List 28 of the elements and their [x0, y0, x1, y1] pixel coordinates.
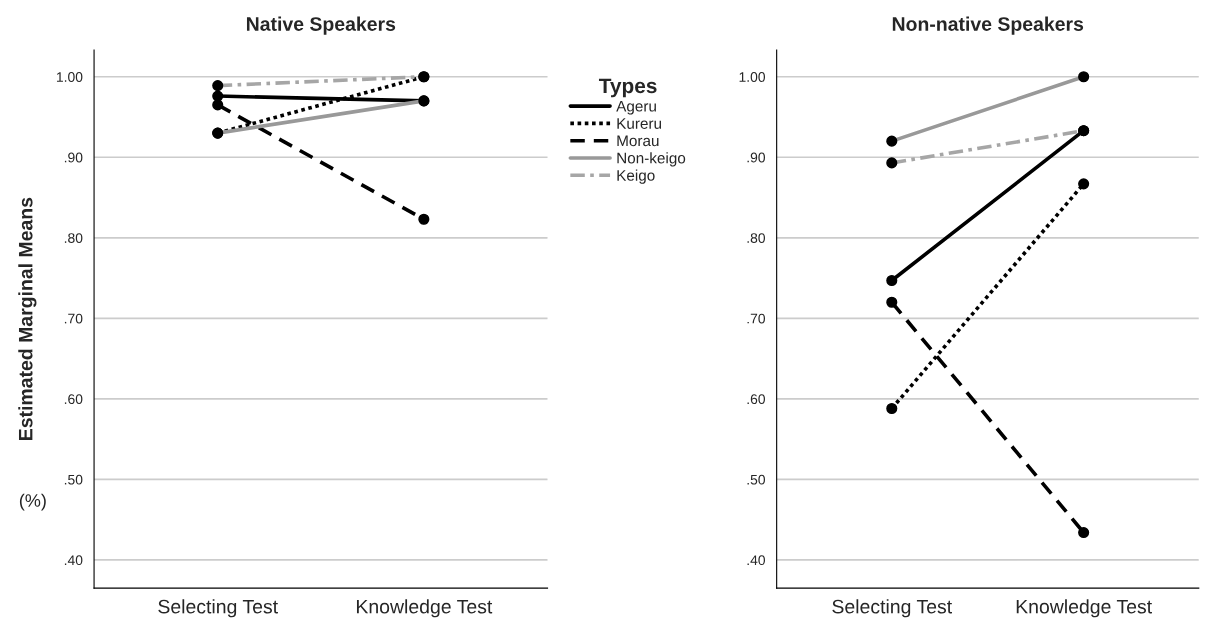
y-tick-label: .60 — [64, 394, 83, 405]
y-tick-label: .80 — [64, 233, 83, 243]
chart-title: Native Speakers — [246, 16, 396, 35]
y-tick-label: .90 — [747, 152, 766, 163]
y-tick-label: .50 — [747, 474, 766, 485]
y-tick-label: .80 — [747, 233, 766, 243]
legend-label: Ageru — [616, 100, 656, 115]
legend-label: Non-keigo — [617, 152, 686, 167]
x-tick-label: Knowledge Test — [1016, 599, 1152, 618]
chart-title: Non-native Speakers — [892, 16, 1084, 35]
legend-label: Morau — [617, 135, 659, 147]
text: (%) — [19, 493, 46, 511]
y-tick-label: .70 — [747, 313, 766, 324]
legend-title: Types — [598, 78, 657, 98]
legend-label: Kureru — [617, 118, 662, 129]
x-tick-label: Knowledge Test — [356, 599, 493, 618]
x-tick-label: Selecting Test — [832, 599, 952, 618]
y-tick-label: .90 — [64, 152, 83, 163]
x-tick-label: Selecting Test — [158, 599, 278, 618]
y-axis-title: Estimated Marginal Means — [18, 197, 37, 440]
y-tick-label: .60 — [747, 394, 766, 405]
y-tick-label: .70 — [64, 313, 83, 324]
legend-label: Keigo — [617, 169, 655, 184]
y-tick-label: .40 — [747, 555, 766, 566]
y-tick-label: 1.00 — [739, 72, 766, 82]
y-tick-label: .40 — [64, 555, 83, 566]
y-tick-label: .50 — [64, 474, 83, 485]
y-tick-label: 1.00 — [56, 72, 83, 82]
